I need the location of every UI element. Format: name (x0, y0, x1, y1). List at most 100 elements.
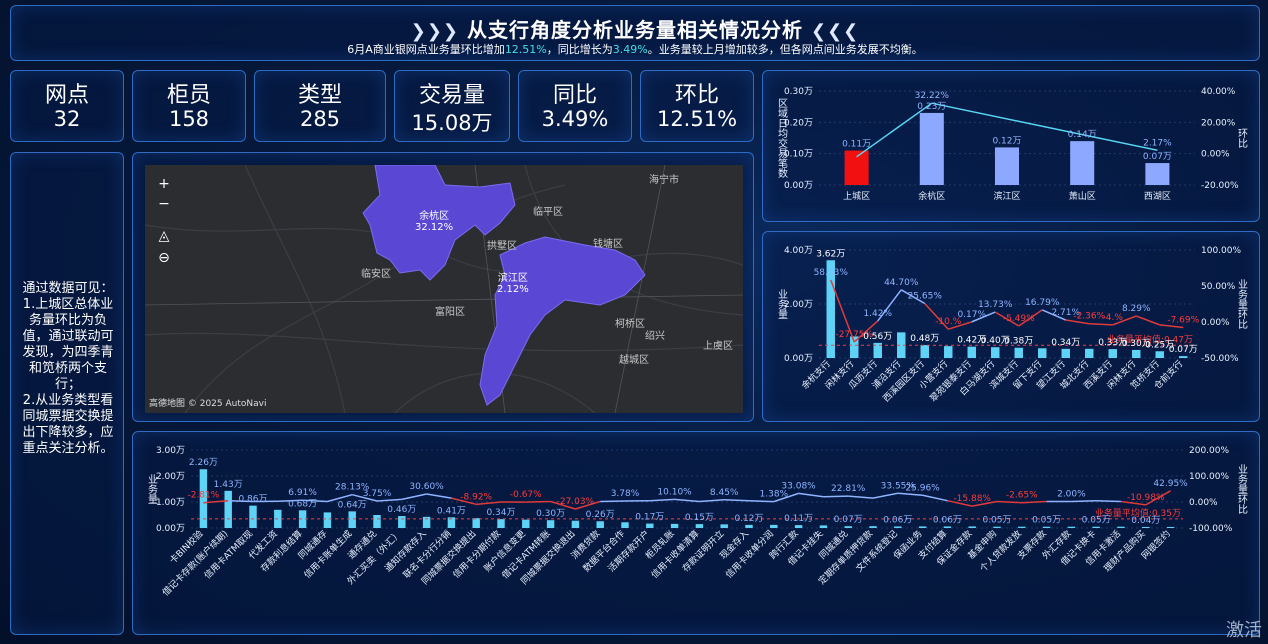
line-label: -5.49% (1003, 314, 1035, 324)
bar (1085, 348, 1094, 358)
bar (373, 515, 381, 528)
average-label: 业务量平均值:0.47万 (1107, 333, 1193, 345)
bar (1142, 526, 1150, 528)
bar (422, 516, 431, 528)
bar (447, 517, 456, 528)
kpi-label: 柜员 (166, 83, 211, 108)
line-segment (228, 499, 254, 503)
branch-chart: 0.00万 2.00万 4.00万 -50.00% 0.00% 50.00% 100.00%… (776, 246, 1248, 404)
line-segment (848, 495, 874, 499)
globe-icon[interactable]: ⊖ (158, 250, 170, 266)
bar (826, 260, 835, 358)
place-label: 拱墅区 (487, 241, 517, 252)
line-segment (302, 499, 328, 503)
line-segment (674, 498, 700, 503)
business-type-chart-panel: 0.00万 1.00万 2.00万 3.00万 -100.00% 0.00% 100.00%… (132, 431, 1260, 635)
line-segment (748, 499, 774, 503)
line-label: 3.78% (611, 489, 640, 499)
line-segment (724, 499, 750, 502)
bar (991, 347, 1000, 358)
zoom-in-button[interactable]: + (158, 176, 170, 192)
line-label: -2.65% (1006, 491, 1038, 501)
line-segment (1096, 499, 1122, 503)
bar (1108, 349, 1117, 358)
line-segment (931, 102, 1158, 152)
map-copyright: 高德地图 © 2025 AutoNavi (149, 399, 267, 409)
y-tick-label: 3.00万 (156, 446, 185, 456)
y2-tick-label: -20.00% (1201, 181, 1239, 191)
line-segment (476, 501, 502, 506)
line-label: 25.96% (905, 483, 940, 493)
bar (844, 526, 852, 528)
line-segment (947, 499, 973, 507)
value-label: 0.34万 (486, 508, 515, 518)
bar (224, 490, 232, 528)
watermark: 激活 (1226, 620, 1262, 641)
value-label: 0.07万 (1143, 152, 1172, 162)
bar (770, 524, 778, 528)
bar (571, 520, 580, 528)
y2-tick-label: 40.00% (1201, 87, 1236, 97)
district-label-yuhang: 余杭区 32.12% (415, 211, 454, 233)
place-label: 临安区 (361, 269, 391, 280)
bar (1014, 347, 1023, 358)
line-segment (649, 498, 675, 502)
line-segment (401, 493, 427, 501)
line-segment (773, 492, 799, 503)
line-segment (1120, 500, 1146, 506)
page-subtitle: 6月A商业银网点业务量环比增加12.51%，同比增长为3.49%。业务量较上月增… (347, 43, 923, 56)
line-label: 13.73% (978, 300, 1013, 310)
place-label: 临平区 (533, 207, 563, 218)
bar (844, 150, 869, 185)
kpi-label: 网点 (44, 83, 89, 108)
y2-tick-label: 100.00% (1189, 472, 1229, 482)
value-label: 0.04万 (1131, 516, 1160, 526)
line-segment (924, 303, 949, 330)
value-label: 0.48万 (910, 334, 939, 344)
line-segment (699, 499, 725, 503)
bar (695, 524, 704, 528)
value-label: 0.05万 (1082, 516, 1111, 526)
bar (1042, 526, 1051, 528)
bar (745, 524, 753, 528)
line-label: -8.92% (460, 492, 492, 502)
bar (1061, 348, 1070, 358)
line-segment (900, 289, 926, 305)
line-segment (426, 493, 452, 499)
y2-tick-label: -50.00% (1201, 354, 1239, 364)
zoom-out-button[interactable]: − (158, 196, 170, 212)
value-label: 0.06万 (933, 515, 962, 525)
value-label: 0.17万 (635, 513, 664, 523)
y2-axis-title: 环比 (1236, 128, 1248, 148)
line-segment (327, 493, 353, 503)
line-label: 8.29% (1122, 304, 1151, 314)
page-title: ❯❯❯ 从支行角度分析业务量相关情况分析 ❮❮❮ (410, 18, 860, 42)
bar (398, 516, 406, 528)
line-label: 42.95% (1153, 479, 1188, 489)
line-label: -27.03% (557, 497, 595, 507)
district-map[interactable]: + − ◬ ⊖ 余杭区 32.12% 滨江区 2.12% 海宁市 临平区 拱墅区 钱… (145, 165, 743, 413)
y2-axis-title: 业务量环比 (1236, 464, 1248, 514)
value-label: 0.26万 (586, 510, 615, 520)
value-label: 0.14万 (1068, 130, 1097, 140)
compass-icon[interactable]: ◬ (158, 228, 170, 244)
line-label: 16.79% (1025, 298, 1060, 308)
bar (943, 526, 952, 528)
line-label: 32.22% (915, 91, 950, 101)
bar (918, 526, 927, 528)
line-segment (352, 493, 378, 502)
line-segment (1089, 322, 1113, 326)
category-label: 萧山区 (1069, 190, 1096, 202)
kpi-card-yoy: 同比 3.49% (518, 70, 632, 142)
kpi-card-mom: 环比 12.51% (640, 70, 754, 142)
kpi-label: 环比 (674, 83, 719, 108)
line-label: 8.45% (710, 488, 739, 498)
bar (621, 522, 629, 528)
bar (869, 526, 877, 528)
y2-tick-label: 50.00% (1201, 282, 1236, 292)
kpi-value: 12.51% (656, 107, 738, 131)
bar (1132, 349, 1141, 358)
y-tick-label: 2.00万 (784, 300, 813, 310)
bar (1145, 163, 1170, 185)
value-label: 0.64万 (338, 500, 367, 510)
